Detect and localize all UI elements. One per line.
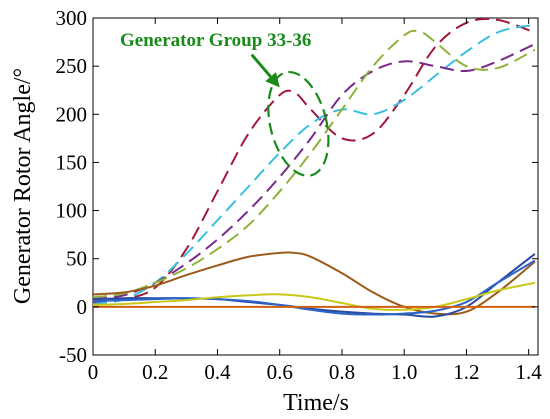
x-tick-label: 0.8 xyxy=(329,360,355,384)
y-tick-label: -50 xyxy=(59,343,87,367)
series-line-8 xyxy=(93,281,536,311)
x-tick-label: 0.2 xyxy=(142,360,168,384)
y-tick-label: 0 xyxy=(77,295,88,319)
y-tick-label: 100 xyxy=(56,199,88,223)
x-tick-label: 1.0 xyxy=(391,360,417,384)
y-tick-label: 150 xyxy=(56,150,88,174)
annotation-layer: Generator Group 33-36 xyxy=(120,30,330,177)
series-line-3 xyxy=(93,43,536,301)
y-axis-label: Generator Rotor Angle/° xyxy=(10,68,36,304)
series-line-4 xyxy=(93,29,536,299)
axes-layer: 0 0.2 0.4 0.6 0.8 1.0 1.2 1.4-50050100150200250… xyxy=(56,6,543,384)
series-line-7 xyxy=(93,259,536,316)
y-tick-label: 250 xyxy=(56,54,88,78)
annotation-label: Generator Group 33-36 xyxy=(120,30,311,51)
x-axis-label: Time/s xyxy=(283,390,349,416)
x-tick-label: 1.2 xyxy=(453,360,479,384)
x-tick-label: 1.4 xyxy=(516,360,543,384)
x-tick-label: 0.4 xyxy=(204,360,231,384)
x-tick-label: 0.6 xyxy=(267,360,293,384)
series-layer xyxy=(93,18,536,318)
x-tick-label: 0 xyxy=(88,360,99,384)
annotation-arrow-shaft xyxy=(250,53,272,78)
y-tick-label: 50 xyxy=(66,247,87,271)
annotation-arrow-head xyxy=(265,72,280,88)
y-tick-label: 300 xyxy=(56,6,88,30)
y-tick-label: 200 xyxy=(56,102,88,126)
annotation-ellipse xyxy=(267,70,330,177)
